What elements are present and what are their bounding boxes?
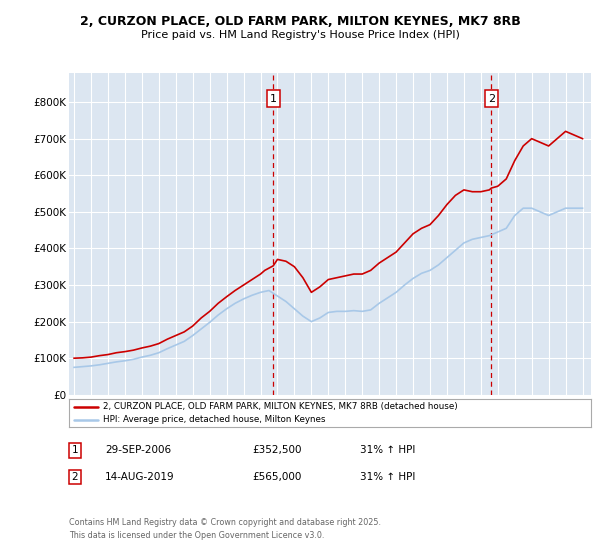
Text: 2: 2 bbox=[71, 472, 79, 482]
Text: 2, CURZON PLACE, OLD FARM PARK, MILTON KEYNES, MK7 8RB: 2, CURZON PLACE, OLD FARM PARK, MILTON K… bbox=[80, 15, 520, 28]
Text: Price paid vs. HM Land Registry's House Price Index (HPI): Price paid vs. HM Land Registry's House … bbox=[140, 30, 460, 40]
Text: 29-SEP-2006: 29-SEP-2006 bbox=[105, 445, 171, 455]
Text: 1: 1 bbox=[71, 445, 79, 455]
Text: 2, CURZON PLACE, OLD FARM PARK, MILTON KEYNES, MK7 8RB (detached house): 2, CURZON PLACE, OLD FARM PARK, MILTON K… bbox=[103, 402, 458, 412]
Text: Contains HM Land Registry data © Crown copyright and database right 2025.
This d: Contains HM Land Registry data © Crown c… bbox=[69, 519, 381, 540]
Text: 14-AUG-2019: 14-AUG-2019 bbox=[105, 472, 175, 482]
Text: £565,000: £565,000 bbox=[252, 472, 301, 482]
Text: HPI: Average price, detached house, Milton Keynes: HPI: Average price, detached house, Milt… bbox=[103, 415, 325, 424]
Text: £352,500: £352,500 bbox=[252, 445, 302, 455]
Text: 1: 1 bbox=[270, 94, 277, 104]
Text: 31% ↑ HPI: 31% ↑ HPI bbox=[360, 445, 415, 455]
Text: 31% ↑ HPI: 31% ↑ HPI bbox=[360, 472, 415, 482]
Text: 2: 2 bbox=[488, 94, 495, 104]
